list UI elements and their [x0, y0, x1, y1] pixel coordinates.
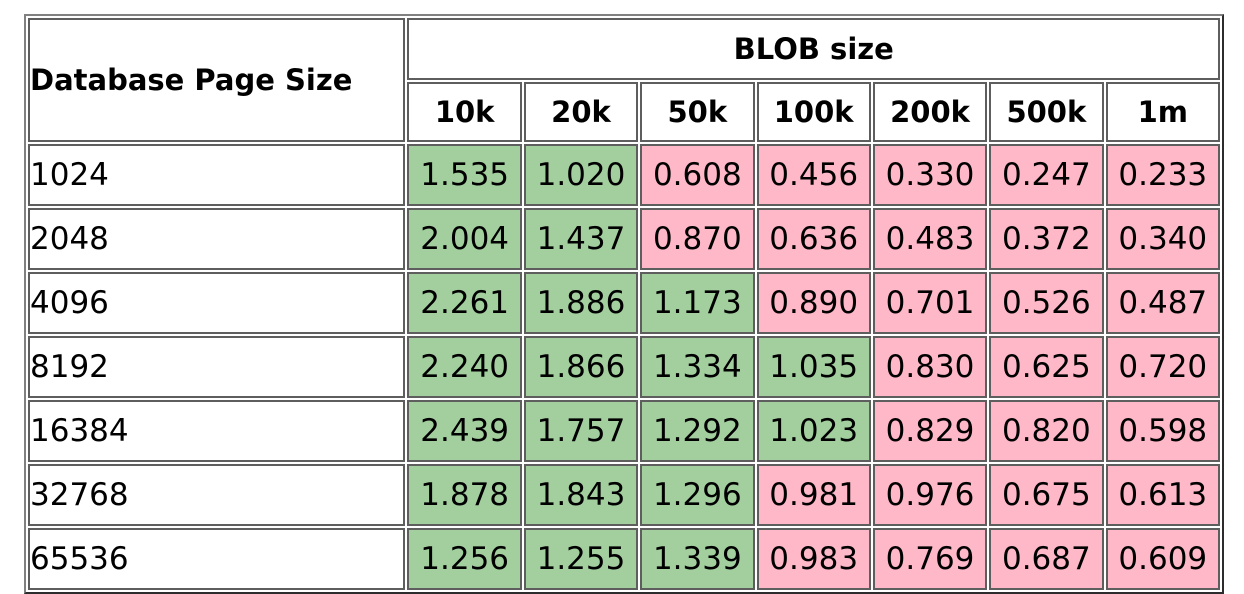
value-cell: 2.004: [407, 208, 522, 270]
value-cell: 0.890: [756, 272, 871, 334]
column-header-100k: 100k: [756, 82, 871, 142]
value-cell: 0.981: [756, 464, 871, 526]
value-cell: 0.829: [872, 400, 988, 462]
value-cell: 0.976: [872, 464, 988, 526]
value-cell: 0.330: [872, 144, 988, 206]
page-size-column-header: Database Page Size: [28, 18, 406, 142]
value-cell: 1.173: [640, 272, 755, 334]
value-cell: 0.687: [989, 528, 1104, 590]
value-cell: 0.340: [1105, 208, 1220, 270]
column-header-20k: 20k: [523, 82, 639, 142]
value-cell: 0.830: [872, 336, 988, 398]
value-cell: 0.233: [1105, 144, 1220, 206]
value-cell: 1.757: [523, 400, 639, 462]
value-cell: 1.437: [523, 208, 639, 270]
row-page-size: 16384: [28, 400, 406, 462]
table-row: 16384 2.439 1.757 1.292 1.023 0.829 0.820 0.598: [28, 400, 1220, 462]
value-cell: 1.292: [640, 400, 755, 462]
value-cell: 0.598: [1105, 400, 1220, 462]
value-cell: 1.535: [407, 144, 522, 206]
value-cell: 0.613: [1105, 464, 1220, 526]
value-cell: 1.339: [640, 528, 755, 590]
value-cell: 2.240: [407, 336, 522, 398]
blob-size-group-header: BLOB size: [407, 18, 1220, 80]
table-header: Database Page Size BLOB size 10k 20k 50k…: [28, 18, 1220, 142]
table-row: 2048 2.004 1.437 0.870 0.636 0.483 0.372 0.340: [28, 208, 1220, 270]
value-cell: 2.439: [407, 400, 522, 462]
value-cell: 2.261: [407, 272, 522, 334]
table-body: 1024 1.535 1.020 0.608 0.456 0.330 0.247 0.233 2…: [28, 144, 1220, 590]
table-row: 65536 1.256 1.255 1.339 0.983 0.769 0.687 0.609: [28, 528, 1220, 590]
value-cell: 0.636: [756, 208, 871, 270]
value-cell: 0.769: [872, 528, 988, 590]
value-cell: 1.035: [756, 336, 871, 398]
value-cell: 1.255: [523, 528, 639, 590]
column-header-50k: 50k: [640, 82, 755, 142]
row-page-size: 8192: [28, 336, 406, 398]
value-cell: 1.878: [407, 464, 522, 526]
table-row: 4096 2.261 1.886 1.173 0.890 0.701 0.526 0.487: [28, 272, 1220, 334]
value-cell: 1.866: [523, 336, 639, 398]
column-header-10k: 10k: [407, 82, 522, 142]
value-cell: 1.334: [640, 336, 755, 398]
column-header-1m: 1m: [1105, 82, 1220, 142]
value-cell: 0.701: [872, 272, 988, 334]
column-header-500k: 500k: [989, 82, 1104, 142]
table-row: 1024 1.535 1.020 0.608 0.456 0.330 0.247 0.233: [28, 144, 1220, 206]
table-row: 32768 1.878 1.843 1.296 0.981 0.976 0.675 0.613: [28, 464, 1220, 526]
row-page-size: 2048: [28, 208, 406, 270]
value-cell: 1.296: [640, 464, 755, 526]
row-page-size: 1024: [28, 144, 406, 206]
value-cell: 0.720: [1105, 336, 1220, 398]
value-cell: 0.247: [989, 144, 1104, 206]
column-header-200k: 200k: [872, 82, 988, 142]
value-cell: 0.487: [1105, 272, 1220, 334]
value-cell: 0.608: [640, 144, 755, 206]
table-row: 8192 2.240 1.866 1.334 1.035 0.830 0.625 0.720: [28, 336, 1220, 398]
value-cell: 1.020: [523, 144, 639, 206]
value-cell: 0.372: [989, 208, 1104, 270]
value-cell: 0.483: [872, 208, 988, 270]
blob-size-table: Database Page Size BLOB size 10k 20k 50k…: [24, 14, 1224, 594]
value-cell: 1.023: [756, 400, 871, 462]
row-page-size: 4096: [28, 272, 406, 334]
value-cell: 1.256: [407, 528, 522, 590]
value-cell: 0.609: [1105, 528, 1220, 590]
value-cell: 0.526: [989, 272, 1104, 334]
header-row-group: Database Page Size BLOB size: [28, 18, 1220, 142]
value-cell: 1.843: [523, 464, 639, 526]
value-cell: 0.870: [640, 208, 755, 270]
header-row-columns: 10k 20k 50k 100k 200k 500k 1m: [28, 82, 1220, 142]
value-cell: 0.456: [756, 144, 871, 206]
value-cell: 0.820: [989, 400, 1104, 462]
value-cell: 0.675: [989, 464, 1104, 526]
value-cell: 0.625: [989, 336, 1104, 398]
row-page-size: 32768: [28, 464, 406, 526]
value-cell: 0.983: [756, 528, 871, 590]
value-cell: 1.886: [523, 272, 639, 334]
row-page-size: 65536: [28, 528, 406, 590]
